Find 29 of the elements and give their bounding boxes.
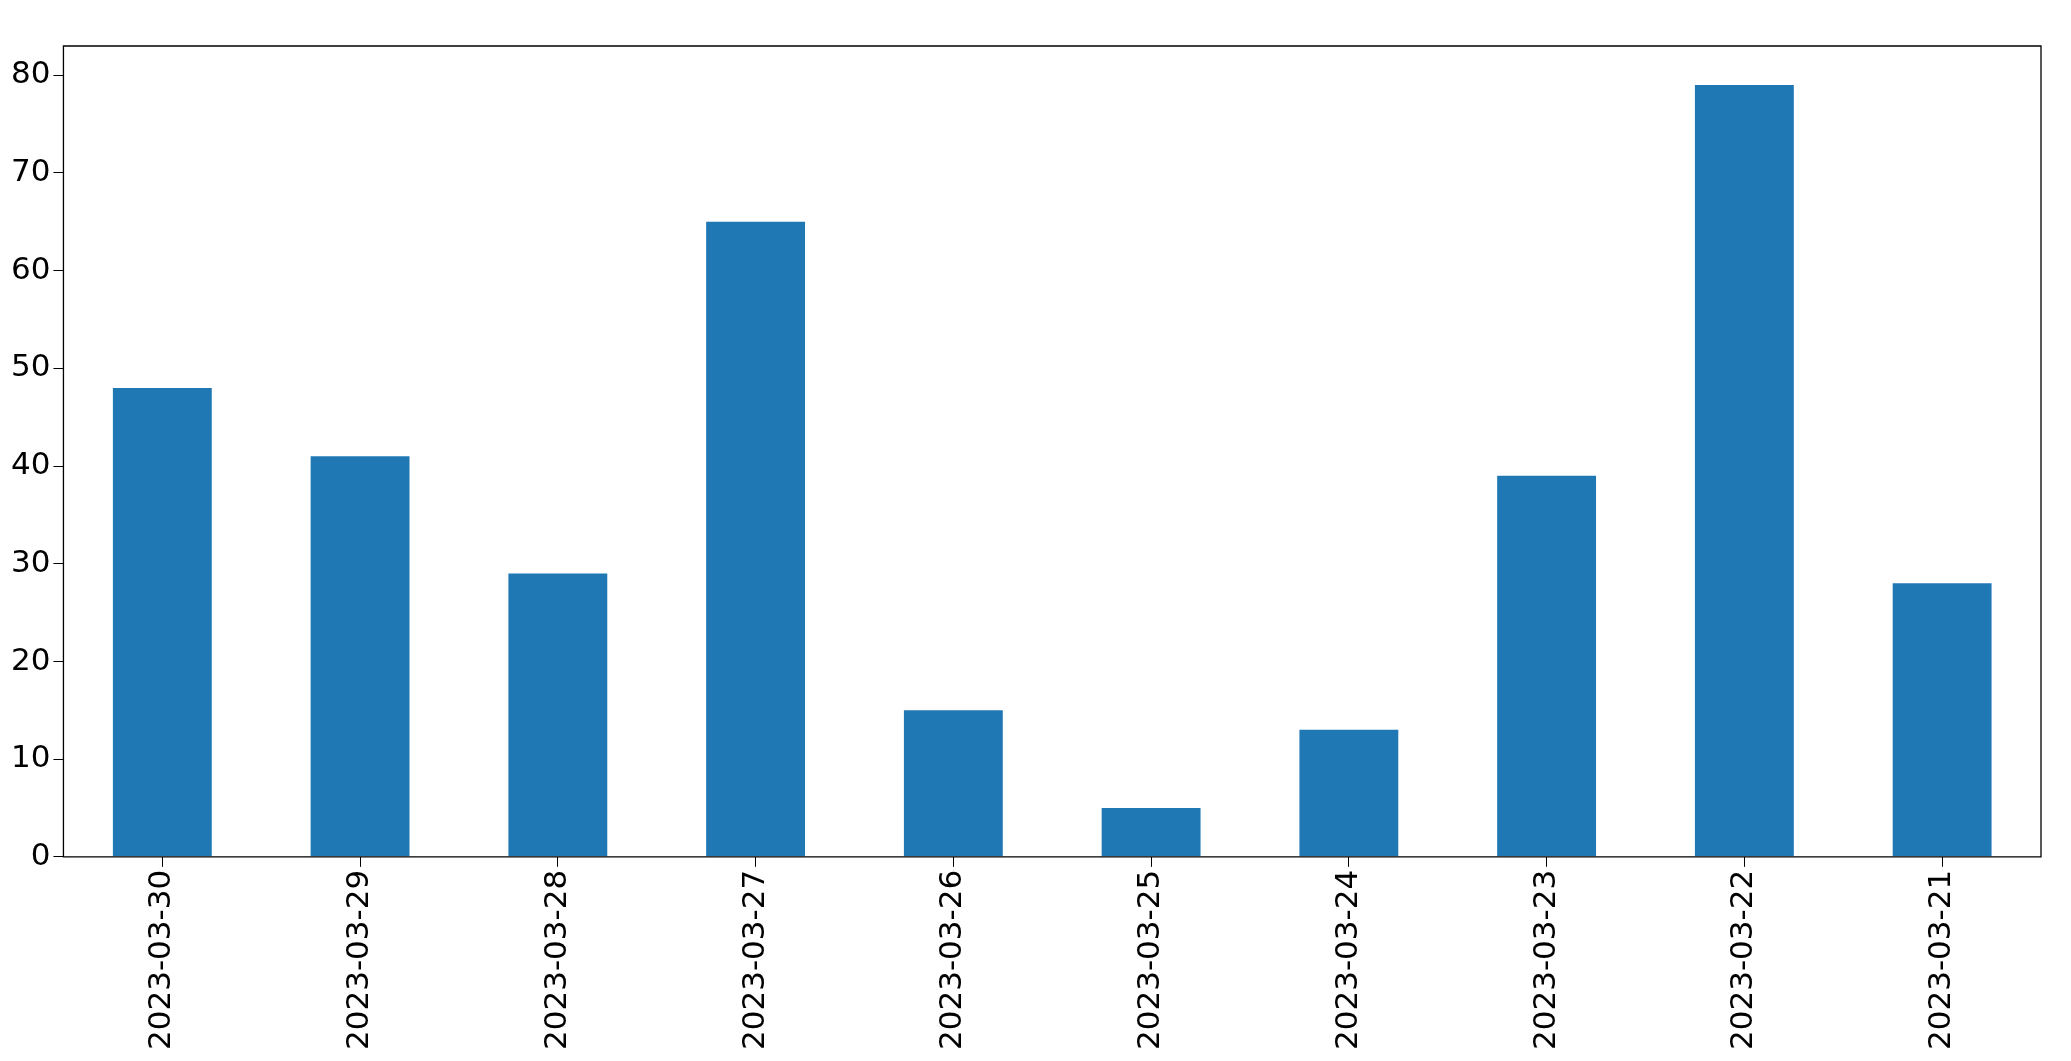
y-tick-label: 50: [10, 347, 51, 384]
x-tick-label: 2023-03-22: [1723, 869, 1760, 1051]
bar: [1101, 808, 1201, 857]
bar: [1497, 475, 1597, 857]
y-tick-label: 40: [10, 445, 51, 482]
y-tick-label: 10: [10, 738, 51, 775]
bar: [1694, 85, 1794, 857]
y-tick-label: 60: [10, 249, 51, 286]
bar: [706, 221, 806, 857]
x-tick-label: 2023-03-25: [1130, 869, 1167, 1051]
x-tick-label: 2023-03-28: [536, 869, 573, 1051]
bar: [508, 573, 608, 857]
bar: [310, 456, 410, 857]
x-tick-label: 2023-03-24: [1327, 869, 1364, 1051]
y-tick-label: 0: [30, 835, 51, 872]
x-tick-label: 2023-03-26: [932, 869, 969, 1051]
x-tick-label: 2023-03-23: [1525, 869, 1562, 1051]
y-tick-label: 70: [10, 152, 51, 189]
bar: [1299, 729, 1399, 857]
bar: [1892, 583, 1992, 857]
x-tick-label: 2023-03-27: [734, 869, 771, 1051]
y-tick-label: 80: [10, 54, 51, 91]
x-tick-label: 2023-03-30: [141, 869, 178, 1051]
x-tick-label: 2023-03-21: [1921, 869, 1958, 1051]
y-tick-label: 20: [10, 640, 51, 677]
x-tick-label: 2023-03-29: [339, 869, 376, 1051]
y-tick-label: 30: [10, 542, 51, 579]
bar: [903, 710, 1003, 857]
bar: [112, 387, 212, 857]
